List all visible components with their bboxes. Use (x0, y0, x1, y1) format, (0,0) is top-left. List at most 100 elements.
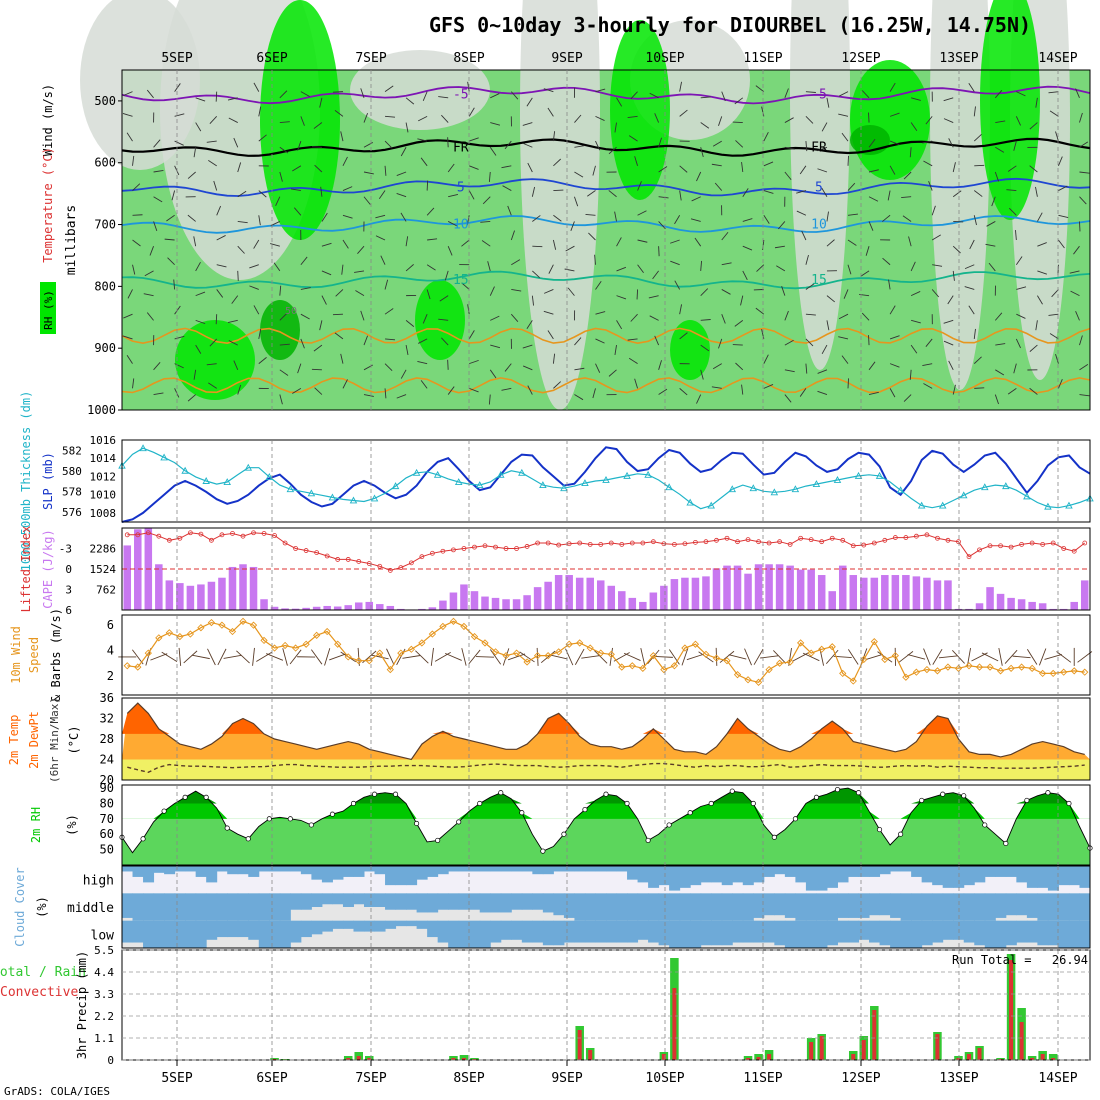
panel-frame-rh (121, 784, 1091, 866)
cloud-cell-middle (458, 893, 470, 910)
wind-barb (847, 264, 852, 275)
chart-title: GFS 0~10day 3-hourly for DIOURBEL (16.25… (429, 13, 1031, 37)
wind-barb (488, 394, 491, 405)
wind-barb (448, 194, 459, 198)
lifted-index-point (440, 548, 446, 554)
wind-barb (1058, 214, 1069, 218)
cape-bar (954, 608, 963, 610)
cape-bar (828, 591, 836, 610)
wind-barb (208, 382, 217, 389)
date-label-top: 9SEP (551, 51, 582, 66)
cloud-cell-high (479, 866, 491, 872)
wind-speed-point (933, 667, 942, 675)
cloud-cell-low (174, 920, 186, 948)
cloud-cell-low (406, 920, 418, 927)
wind-barb (908, 236, 912, 247)
cape-bar (312, 606, 321, 610)
wind-barb (1035, 186, 1038, 197)
cloud-cell-low (143, 920, 155, 948)
wind-barb (468, 330, 475, 340)
wind-barb (585, 213, 596, 216)
wind-barb (614, 345, 617, 356)
wind-barb (144, 270, 154, 277)
cape-bar (607, 585, 616, 610)
cloud-cell-middle (122, 893, 134, 918)
wind-barb (334, 332, 344, 340)
wind-barb-10m (898, 651, 914, 663)
wind-barb (969, 239, 975, 250)
wind-barb (964, 286, 975, 290)
wind-barb (636, 289, 639, 300)
wind-barb (1007, 165, 1017, 172)
wind-barb (637, 239, 648, 243)
lifted-index-point (493, 544, 498, 550)
wind-barb (742, 270, 748, 281)
lifted-index-point (377, 563, 383, 569)
wind-barb (122, 113, 133, 117)
wind-barb (868, 335, 870, 346)
wind-barb (909, 147, 912, 158)
warm-temperature-contour (121, 377, 1091, 394)
wind-speed-point (207, 618, 216, 627)
cloud-cell-low (490, 920, 502, 943)
cloud-cell-high (458, 866, 470, 872)
thickness-point (181, 466, 189, 474)
cloud-cell-middle (448, 893, 460, 910)
wind-barb (510, 91, 519, 100)
wind-barb (988, 262, 996, 272)
wind-barb (868, 169, 879, 173)
cloud-cell-high (774, 866, 786, 875)
cloud-cell-low (795, 920, 807, 948)
wind-barb (594, 254, 596, 265)
wind-barb (292, 387, 302, 394)
cape-bar (302, 607, 310, 610)
cape-bar (481, 596, 489, 610)
wind-barb (231, 295, 239, 304)
wind-speed-point (775, 659, 784, 667)
wind-barb (838, 91, 849, 97)
cloud-cell-middle (627, 893, 639, 921)
cloud-cell-middle (1079, 893, 1091, 921)
precip-legend-total: Total / Rain (0, 965, 86, 980)
cloud-cell-high (816, 866, 828, 891)
panel-frame-slp (121, 439, 1091, 523)
wind-barb (490, 344, 501, 349)
wind-barb (763, 215, 770, 224)
rh-point (245, 836, 251, 842)
date-label-top: 11SEP (743, 51, 782, 66)
wind-barb (805, 313, 816, 316)
cloud-cell-middle (900, 893, 912, 921)
rh-point (561, 831, 567, 837)
cloud-cell-low (669, 920, 681, 948)
lifted-tick-label: -3 (59, 543, 72, 556)
wind-barb (167, 257, 175, 266)
thickness-point (602, 476, 610, 483)
wind-barb (468, 190, 475, 200)
wind-speed-point (123, 662, 131, 670)
wind-barb (614, 122, 617, 133)
wind-barb (952, 162, 956, 173)
wind-speed-point (881, 655, 889, 664)
wind-barb-10m (938, 655, 957, 659)
precip-convective-bar (1019, 1022, 1024, 1060)
cloud-cell-high (711, 866, 723, 883)
wind-barb (700, 96, 711, 99)
wind-barb (279, 394, 283, 405)
lifted-index-point (693, 539, 698, 545)
dewpoint-line (127, 762, 1085, 774)
wind-barb (384, 279, 389, 290)
wind-barb (901, 196, 912, 199)
wind-barb-10m (623, 652, 641, 661)
wind-barb (925, 338, 933, 347)
wind-barb (1079, 221, 1081, 232)
wind-barb (553, 381, 562, 389)
wind-barb (355, 290, 365, 297)
wind-barb (275, 196, 281, 206)
wind-barb (868, 361, 876, 371)
cloud-cell-high (311, 866, 323, 880)
wind-barb-10m (370, 654, 389, 660)
thickness-axis-label: 1000-500mb Thickness (dm) (19, 391, 33, 572)
wind-barb (696, 171, 702, 182)
rh-value-label: 50 (285, 306, 297, 317)
wind-barb (522, 365, 533, 371)
